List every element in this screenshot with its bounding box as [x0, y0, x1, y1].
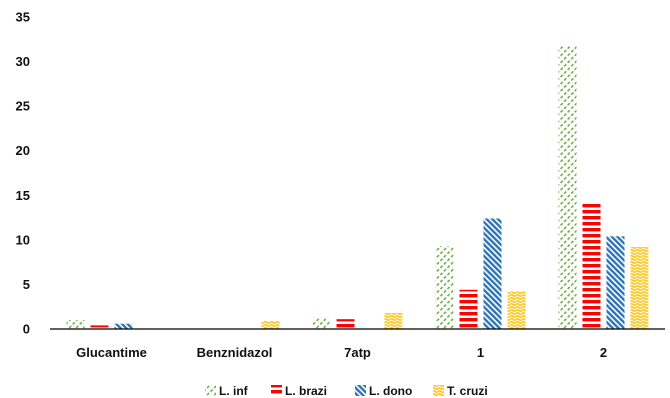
bar-l-inf-2: [558, 46, 577, 330]
x-tick-label: Benznidazol: [197, 345, 273, 360]
bar-l-brazi-7atp: [336, 319, 355, 329]
bars: [66, 46, 649, 330]
y-tick-label: 20: [16, 143, 30, 158]
y-tick-label: 30: [16, 54, 30, 69]
bar-t-cruzi-2: [630, 247, 649, 329]
legend: L. inf L. brazi L. dono T. cruzi: [205, 384, 488, 398]
y-tick-label: 25: [16, 99, 30, 114]
legend-label: L. brazi: [285, 384, 327, 398]
x-tick-label: Glucantime: [76, 345, 147, 360]
y-tick-label: 5: [23, 277, 30, 292]
x-tick-label: 7atp: [344, 345, 371, 360]
bar-l-brazi-1: [459, 289, 478, 329]
y-tick-label: 15: [16, 188, 30, 203]
bar-t-cruzi-1: [507, 291, 526, 329]
bar-l-brazi-2: [582, 201, 601, 329]
bar-t-cruzi-benznidazol: [261, 321, 280, 329]
x-tick-label: 1: [477, 345, 484, 360]
legend-item-l-dono: L. dono: [355, 384, 412, 398]
legend-swatch: [205, 385, 216, 396]
legend-swatch: [271, 385, 282, 396]
bar-l-inf-1: [435, 246, 454, 329]
legend-item-l-brazi: L. brazi: [271, 384, 327, 398]
bar-l-inf-7atp: [312, 317, 331, 329]
x-tick-label: 2: [600, 345, 607, 360]
legend-label: L. dono: [369, 384, 412, 398]
bar-l-dono-glucantime: [114, 323, 133, 329]
legend-swatch: [433, 385, 444, 396]
bar-l-dono-2: [606, 236, 625, 329]
bar-l-brazi-glucantime: [90, 325, 109, 329]
bar-l-dono-1: [483, 218, 502, 329]
bar-t-cruzi-7atp: [384, 313, 403, 329]
legend-swatch: [355, 385, 366, 396]
y-tick-label: 10: [16, 232, 30, 247]
legend-item-l-inf: L. inf: [205, 384, 249, 398]
y-tick-label: 0: [23, 322, 30, 337]
legend-label: T. cruzi: [447, 384, 488, 398]
y-tick-label: 35: [16, 10, 30, 25]
y-axis: 0 5 10 15 20 25 30 35: [16, 10, 30, 337]
legend-label: L. inf: [219, 384, 249, 398]
bar-l-inf-glucantime: [66, 320, 85, 329]
x-axis: Glucantime Benznidazol 7atp 1 2: [50, 328, 665, 360]
legend-item-t-cruzi: T. cruzi: [433, 384, 488, 398]
